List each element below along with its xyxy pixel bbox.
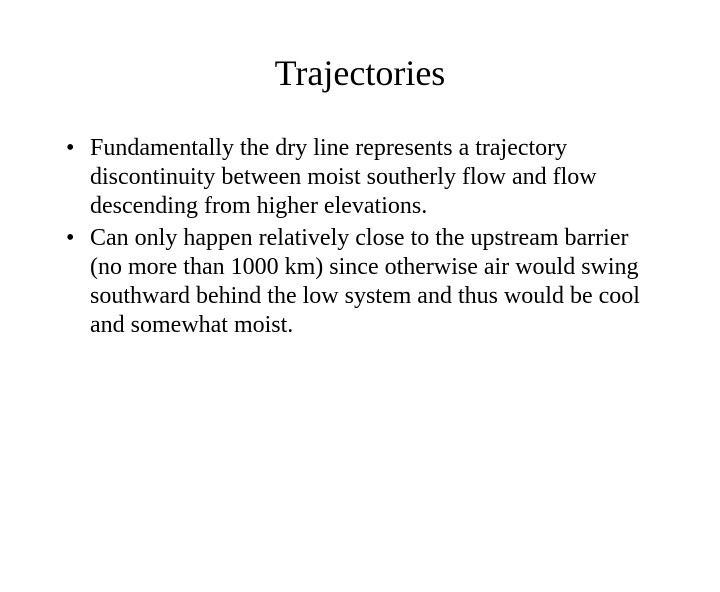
slide-body: Fundamentally the dry line represents a … [62,134,660,340]
list-item: Fundamentally the dry line represents a … [62,134,660,220]
slide: Trajectories Fundamentally the dry line … [0,52,720,592]
bullet-list: Fundamentally the dry line represents a … [62,134,660,340]
list-item: Can only happen relatively close to the … [62,224,660,339]
slide-title: Trajectories [0,52,720,94]
